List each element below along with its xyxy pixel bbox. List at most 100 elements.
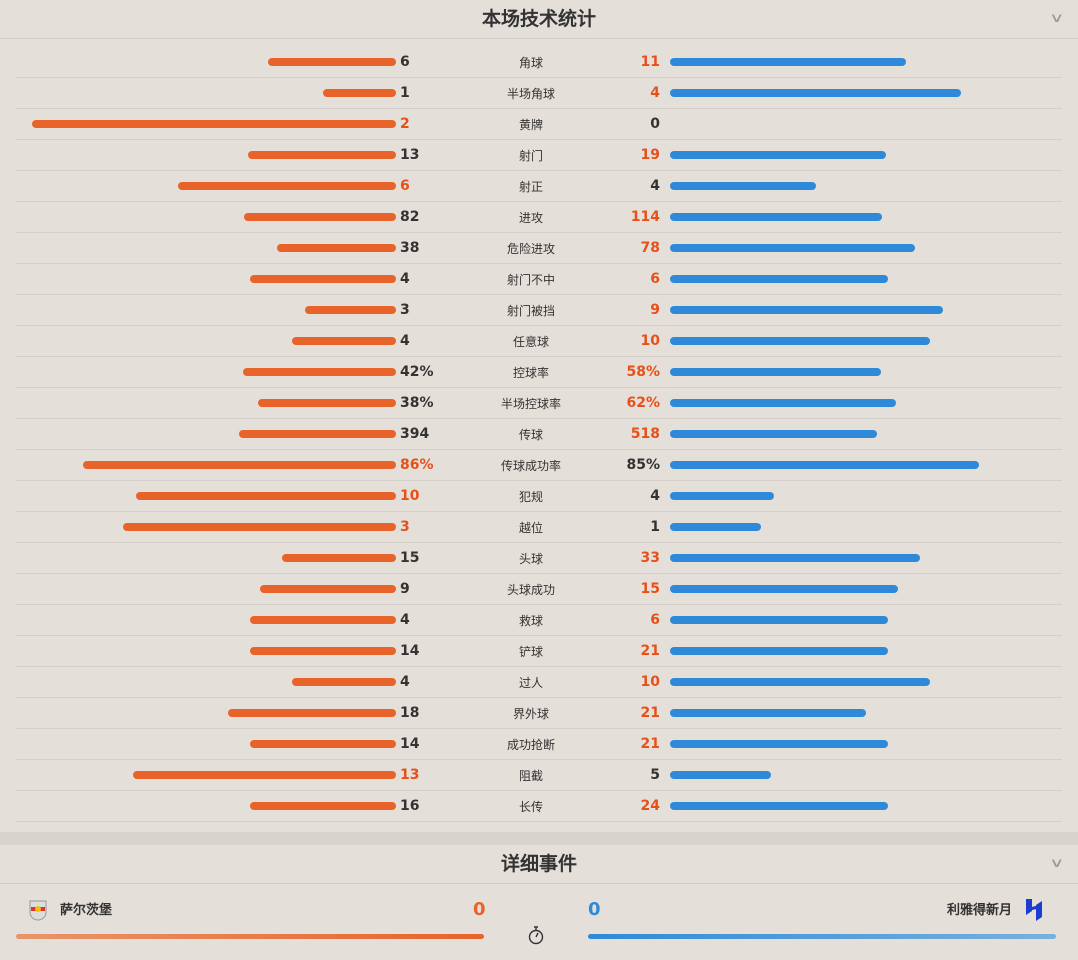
- home-stat-bar: [276, 244, 396, 252]
- stat-row: 394 传球 518: [16, 419, 1062, 450]
- home-stat-bar: [250, 802, 396, 810]
- stat-row: 9 头球成功 15: [16, 574, 1062, 605]
- away-stat-value: 78: [640, 240, 660, 256]
- home-stat-value: 394: [400, 426, 430, 442]
- home-stat-bar: [250, 740, 396, 748]
- away-stat-value: 6: [650, 612, 660, 628]
- home-stat-bar: [323, 89, 396, 97]
- home-stat-value: 4: [400, 674, 410, 690]
- home-team-name: 萨尔茨堡: [60, 903, 113, 918]
- home-stat-value: 13: [400, 767, 420, 783]
- stat-name: 传球: [518, 428, 543, 442]
- chevron-down-icon[interactable]: ∨: [1049, 11, 1065, 26]
- stat-row: 38% 半场控球率 62%: [16, 388, 1062, 419]
- home-stat-bar: [292, 678, 396, 686]
- stat-row: 3 越位 1: [16, 512, 1062, 543]
- home-stat-value: 14: [400, 736, 420, 752]
- away-stat-value: 10: [640, 674, 660, 690]
- stat-name: 半场控球率: [500, 397, 561, 411]
- stat-name: 射门被挡: [506, 304, 555, 318]
- away-stat-bar: [670, 678, 930, 686]
- stat-row: 14 铲球 21: [16, 636, 1062, 667]
- stat-row: 15 头球 33: [16, 543, 1062, 574]
- home-stat-bar: [250, 275, 396, 283]
- away-stat-bar: [670, 430, 877, 438]
- away-stat-bar: [670, 647, 889, 655]
- home-stat-value: 6: [400, 178, 410, 194]
- stat-name: 传球成功率: [500, 459, 561, 473]
- stat-row: 14 成功抢断 21: [16, 729, 1062, 760]
- stat-name: 头球成功: [506, 583, 555, 597]
- stat-row: 82 进攻 114: [16, 202, 1062, 233]
- home-stat-value: 13: [400, 147, 420, 163]
- stat-row: 2 黄牌 0: [16, 109, 1062, 140]
- home-stat-bar: [123, 523, 396, 531]
- home-stat-value: 6: [400, 54, 410, 70]
- away-stat-value: 4: [650, 488, 660, 504]
- away-stat-value: 15: [640, 581, 660, 597]
- stats-list: 6 角球 11 1 半场角球 4 2 黄牌 0 13 射门 19 6 射正 4 …: [0, 39, 1078, 822]
- away-stat-value: 0: [650, 116, 660, 132]
- home-stat-value: 15: [400, 550, 420, 566]
- stat-name: 救球: [518, 614, 543, 628]
- away-stat-value: 518: [630, 426, 660, 442]
- away-stat-bar: [670, 244, 915, 252]
- away-stat-value: 21: [640, 736, 660, 752]
- stat-row: 86% 传球成功率 85%: [16, 450, 1062, 481]
- home-stat-bar: [82, 461, 396, 469]
- stat-row: 3 射门被挡 9: [16, 295, 1062, 326]
- away-stat-bar: [670, 461, 980, 469]
- home-stat-value: 82: [400, 209, 420, 225]
- home-stat-bar: [248, 151, 396, 159]
- home-team-logo: [29, 900, 47, 921]
- stat-row: 13 射门 19: [16, 140, 1062, 171]
- home-stat-bar: [257, 399, 396, 407]
- away-stat-bar: [670, 89, 962, 97]
- away-stat-bar: [670, 492, 774, 500]
- home-stat-bar: [136, 492, 396, 500]
- stat-row: 4 射门不中 6: [16, 264, 1062, 295]
- stat-name: 进攻: [518, 211, 543, 225]
- stat-name: 射门不中: [506, 273, 555, 287]
- chevron-down-icon[interactable]: ∨: [1049, 856, 1065, 871]
- away-stat-bar: [670, 740, 889, 748]
- home-stat-value: 42%: [400, 364, 434, 380]
- stats-header[interactable]: 本场技术统计 ∨: [0, 0, 1078, 39]
- stat-name: 角球: [518, 56, 543, 70]
- away-stat-value: 4: [650, 178, 660, 194]
- stat-row: 10 犯规 4: [16, 481, 1062, 512]
- home-stat-bar: [259, 585, 396, 593]
- stat-name: 射门: [518, 149, 543, 163]
- events-section: 详细事件 ∨: [0, 845, 1078, 884]
- home-stat-value: 2: [400, 116, 410, 132]
- stat-name: 阻截: [518, 769, 543, 783]
- away-stat-bar: [670, 523, 761, 531]
- stat-row: 6 角球 11: [16, 47, 1062, 78]
- away-team-logo: [1026, 899, 1042, 921]
- events-header[interactable]: 详细事件 ∨: [0, 845, 1078, 884]
- home-stat-value: 4: [400, 333, 410, 349]
- stat-name: 过人: [518, 676, 543, 690]
- away-stat-bar: [670, 213, 882, 221]
- away-stat-value: 85%: [626, 457, 660, 473]
- away-stat-value: 24: [640, 798, 660, 814]
- away-stat-value: 21: [640, 705, 660, 721]
- away-stat-value: 58%: [626, 364, 660, 380]
- away-stat-bar: [670, 151, 887, 159]
- stat-row: 1 半场角球 4: [16, 78, 1062, 109]
- home-stat-bar: [177, 182, 396, 190]
- events-title: 详细事件: [500, 853, 577, 875]
- home-stat-value: 38: [400, 240, 420, 256]
- stat-name: 危险进攻: [506, 242, 555, 256]
- home-stat-bar: [282, 554, 396, 562]
- away-stat-bar: [670, 554, 921, 562]
- away-stat-bar: [670, 709, 866, 717]
- away-stat-value: 21: [640, 643, 660, 659]
- away-stat-bar: [670, 616, 889, 624]
- home-stat-bar: [267, 58, 396, 66]
- stat-row: 38 危险进攻 78: [16, 233, 1062, 264]
- home-stat-value: 16: [400, 798, 420, 814]
- away-stat-value: 114: [630, 209, 660, 225]
- home-stat-value: 4: [400, 271, 410, 287]
- home-stat-value: 1: [400, 85, 410, 101]
